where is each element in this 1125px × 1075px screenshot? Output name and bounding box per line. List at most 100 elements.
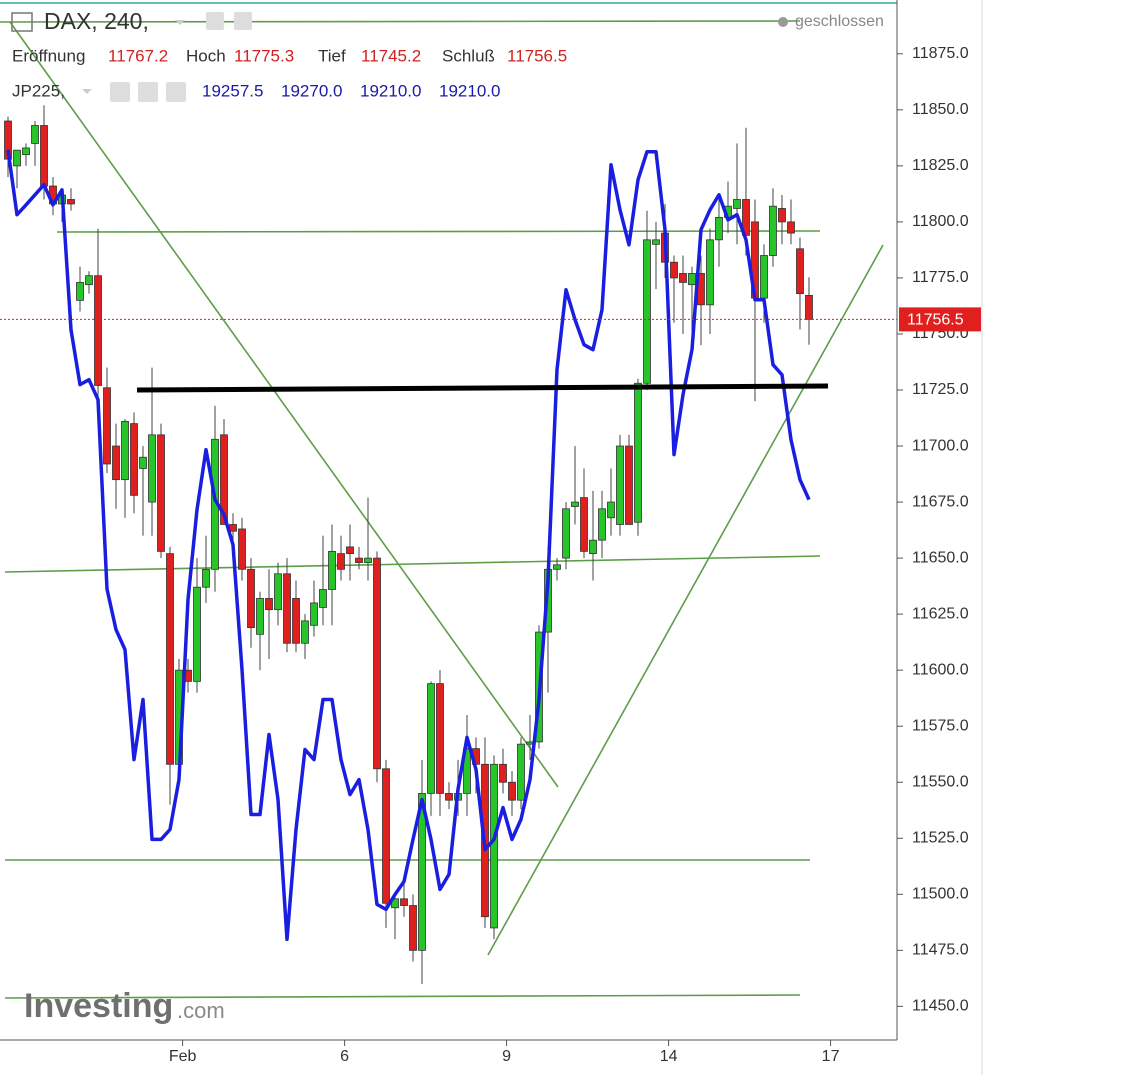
eye-icon[interactable] [110, 82, 130, 102]
y-tick-label: 11475.0 [912, 942, 969, 959]
candle-body [571, 501, 579, 507]
candle-body [400, 898, 408, 906]
candle-body [256, 598, 264, 635]
ohlc-value: 11756.5 [507, 46, 567, 65]
candle-body [769, 205, 777, 256]
candle-body [679, 273, 687, 283]
candle-body [427, 683, 435, 794]
candle-body [364, 557, 372, 563]
candle-body [778, 208, 786, 223]
candle-body [328, 550, 336, 590]
candle-body [553, 564, 561, 570]
y-tick-label: 11825.0 [912, 157, 969, 174]
candle-body [319, 589, 327, 608]
ohlc-label: Eröffnung [12, 46, 85, 65]
candle-body [706, 239, 714, 306]
candle-body [301, 620, 309, 644]
y-tick-label: 11450.0 [912, 998, 969, 1015]
candle-body [616, 445, 624, 525]
header: DAX, 240, geschlossen Eröffnung 11767.2 … [11, 8, 884, 102]
candle-body [373, 557, 381, 770]
trend-line [56, 230, 821, 233]
trend-line [4, 555, 821, 573]
candle-body [445, 793, 453, 801]
y-tick-label: 11775.0 [912, 269, 969, 286]
candle-body [22, 147, 30, 156]
candle-body [247, 568, 255, 628]
candle-body [688, 273, 696, 286]
candle-body [634, 382, 642, 523]
candle-body [220, 434, 228, 525]
trend-line [4, 994, 801, 999]
settings-icon[interactable] [138, 82, 158, 102]
candle-body [355, 557, 363, 563]
candle-body [607, 501, 615, 519]
trend-line [0, 20, 801, 23]
candle-body [337, 553, 345, 570]
candle-body [580, 497, 588, 552]
ohlc-label: Tief [318, 46, 346, 65]
candle-body [652, 239, 660, 245]
candle-body [103, 387, 111, 465]
settings-icon[interactable] [234, 12, 252, 30]
candle-body [67, 199, 75, 205]
overlay-value: 19210.0 [360, 81, 421, 100]
y-tick-label: 11800.0 [912, 213, 969, 230]
candle-body [589, 539, 597, 555]
candle-body [643, 239, 651, 384]
last-price-label: 11756.5 [907, 312, 964, 329]
candle-body [112, 445, 120, 481]
y-tick-label: 11625.0 [912, 605, 969, 622]
candle-body [787, 221, 795, 234]
axes: 11450.0 11475.0 11500.0 11525.0 11550.0 11575… [169, 45, 981, 1065]
candle-body [31, 125, 39, 144]
candle-body [463, 748, 471, 794]
candle-body [436, 683, 444, 794]
ohlc-value: 11745.2 [361, 46, 421, 65]
watermark: Investing [24, 987, 173, 1025]
ohlc-value: 11775.3 [234, 46, 294, 65]
dropdown-icon[interactable] [82, 89, 92, 94]
candle-body [238, 528, 246, 570]
candle-body [382, 768, 390, 904]
candle-body [121, 420, 129, 481]
overlay-name: JP225, [12, 81, 65, 100]
candle-body [715, 217, 723, 241]
trend-drawings [0, 2, 897, 999]
candle-body [76, 282, 84, 301]
close-icon[interactable] [166, 82, 186, 102]
candle-body [193, 586, 201, 682]
x-tick-label: 9 [502, 1048, 511, 1065]
candle-body [202, 568, 210, 588]
candle-body [796, 248, 804, 295]
candle-body [409, 905, 417, 951]
candle-body [517, 743, 525, 801]
candle-body [418, 793, 426, 951]
overlay-value: 19210.0 [439, 81, 500, 100]
candle-body [310, 602, 318, 626]
y-tick-label: 11875.0 [912, 45, 969, 62]
candle-body [292, 598, 300, 644]
candle-body [40, 125, 48, 187]
x-tick-label: 17 [822, 1048, 840, 1065]
eye-icon[interactable] [206, 12, 224, 30]
candle-body [229, 524, 237, 532]
candle-body [670, 261, 678, 279]
symbol-title: DAX, 240, [44, 8, 149, 34]
overlay-value: 19270.0 [281, 81, 342, 100]
candle-body [130, 423, 138, 496]
y-tick-label: 11675.0 [912, 493, 969, 510]
x-tick-label: Feb [169, 1048, 197, 1065]
status-dot [778, 17, 788, 27]
dropdown-icon[interactable] [175, 20, 185, 25]
plot [0, 105, 897, 984]
candle-body [508, 781, 516, 801]
last-price-box [899, 307, 981, 332]
candle-body [166, 553, 174, 765]
x-tick-label: 14 [660, 1048, 678, 1065]
candle-body [346, 546, 354, 555]
y-tick-label: 11650.0 [912, 549, 969, 566]
candle-body [274, 573, 282, 611]
ohlc-value: 11767.2 [108, 46, 168, 65]
